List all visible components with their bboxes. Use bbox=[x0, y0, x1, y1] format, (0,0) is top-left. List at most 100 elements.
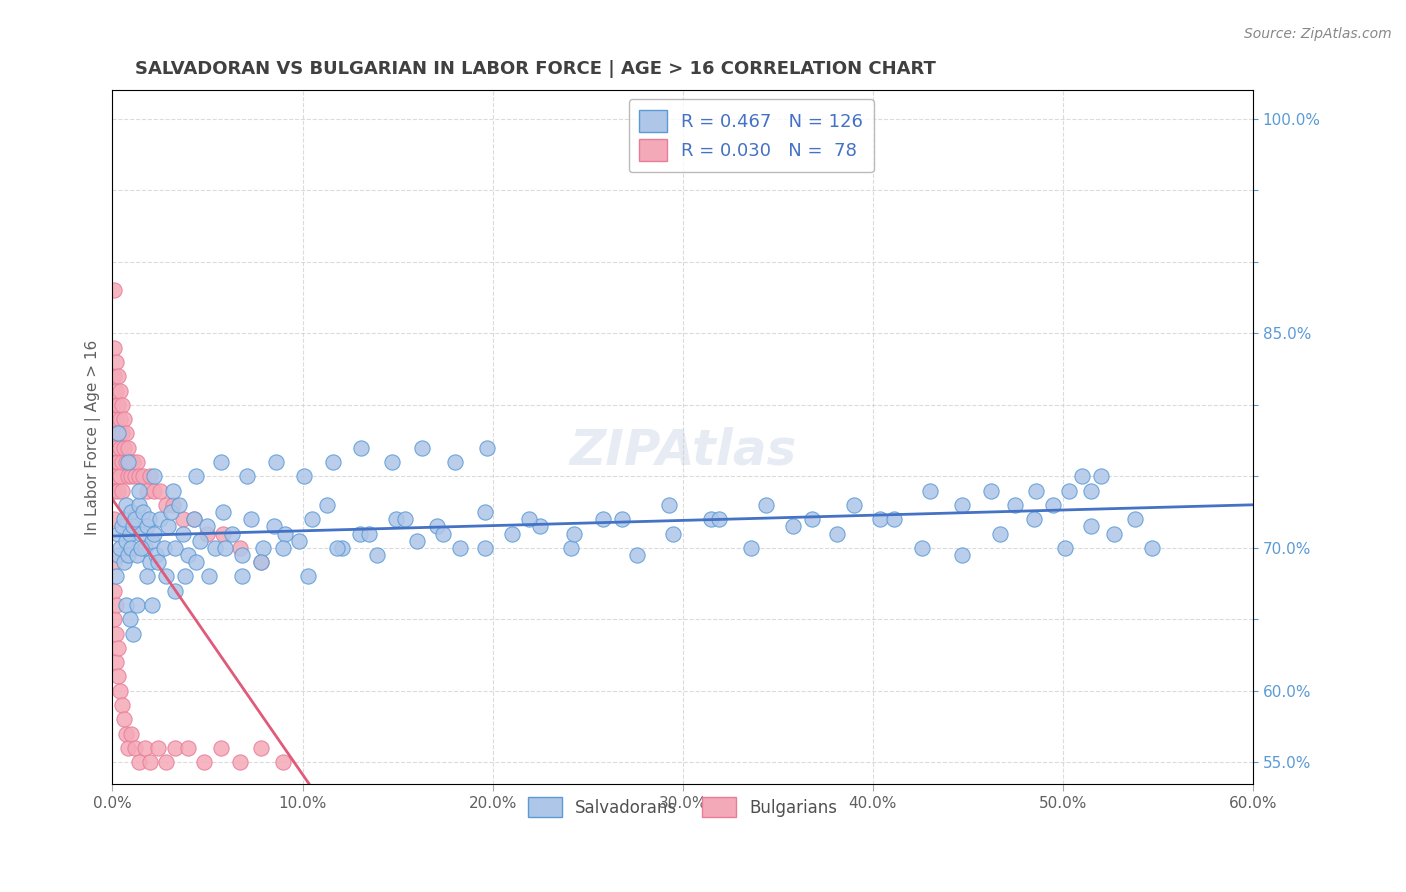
Point bbox=[165, 741, 187, 756]
Point bbox=[108, 412, 131, 426]
Point bbox=[1024, 512, 1046, 526]
Point bbox=[197, 519, 219, 533]
Point bbox=[366, 548, 388, 562]
Point bbox=[332, 541, 354, 555]
Point bbox=[1042, 498, 1064, 512]
Point bbox=[128, 498, 150, 512]
Point bbox=[117, 741, 139, 756]
Point bbox=[105, 655, 128, 669]
Text: Source: ZipAtlas.com: Source: ZipAtlas.com bbox=[1244, 27, 1392, 41]
Point bbox=[108, 441, 131, 455]
Point bbox=[474, 505, 496, 519]
Point bbox=[114, 426, 136, 441]
Point bbox=[155, 756, 177, 770]
Point bbox=[592, 512, 614, 526]
Point bbox=[411, 441, 433, 455]
Point bbox=[103, 455, 125, 469]
Point bbox=[105, 441, 128, 455]
Point bbox=[274, 526, 297, 541]
Point bbox=[105, 384, 128, 398]
Point bbox=[204, 541, 226, 555]
Point bbox=[127, 598, 149, 612]
Point bbox=[155, 569, 177, 583]
Point bbox=[800, 512, 823, 526]
Point bbox=[662, 526, 685, 541]
Point bbox=[883, 512, 905, 526]
Point bbox=[294, 469, 316, 483]
Point bbox=[112, 412, 135, 426]
Point bbox=[197, 526, 219, 541]
Point bbox=[211, 505, 233, 519]
Point bbox=[107, 455, 129, 469]
Point bbox=[529, 519, 551, 533]
Point bbox=[162, 483, 184, 498]
Point bbox=[135, 569, 157, 583]
Point bbox=[1102, 526, 1125, 541]
Point bbox=[117, 441, 139, 455]
Point bbox=[183, 512, 205, 526]
Text: SALVADORAN VS BULGARIAN IN LABOR FORCE | AGE > 16 CORRELATION CHART: SALVADORAN VS BULGARIAN IN LABOR FORCE |… bbox=[135, 60, 936, 78]
Point bbox=[384, 512, 406, 526]
Point bbox=[229, 756, 252, 770]
Point bbox=[122, 519, 145, 533]
Point bbox=[111, 398, 134, 412]
Legend: Salvadorans, Bulgarians: Salvadorans, Bulgarians bbox=[522, 790, 844, 824]
Point bbox=[103, 426, 125, 441]
Point bbox=[103, 369, 125, 384]
Point bbox=[107, 669, 129, 683]
Point bbox=[562, 526, 585, 541]
Point bbox=[103, 512, 125, 526]
Point bbox=[1070, 469, 1092, 483]
Point bbox=[111, 483, 134, 498]
Point bbox=[107, 426, 129, 441]
Point bbox=[950, 548, 973, 562]
Point bbox=[1025, 483, 1047, 498]
Point bbox=[700, 512, 723, 526]
Point bbox=[501, 526, 523, 541]
Point bbox=[155, 498, 177, 512]
Point bbox=[149, 512, 172, 526]
Point bbox=[273, 756, 295, 770]
Point bbox=[114, 533, 136, 548]
Point bbox=[103, 555, 125, 569]
Point bbox=[127, 455, 149, 469]
Point bbox=[825, 526, 848, 541]
Point bbox=[405, 533, 427, 548]
Point bbox=[221, 526, 243, 541]
Point bbox=[231, 548, 253, 562]
Point bbox=[105, 569, 128, 583]
Point bbox=[127, 548, 149, 562]
Point bbox=[128, 483, 150, 498]
Point bbox=[165, 541, 187, 555]
Point bbox=[626, 548, 648, 562]
Point bbox=[103, 483, 125, 498]
Point bbox=[249, 555, 271, 569]
Point bbox=[111, 426, 134, 441]
Point bbox=[349, 526, 371, 541]
Point bbox=[325, 541, 347, 555]
Point bbox=[141, 598, 163, 612]
Point bbox=[869, 512, 891, 526]
Point bbox=[132, 505, 155, 519]
Point bbox=[560, 541, 582, 555]
Point bbox=[209, 741, 232, 756]
Point bbox=[138, 512, 160, 526]
Point bbox=[120, 505, 142, 519]
Point bbox=[114, 498, 136, 512]
Point bbox=[740, 541, 762, 555]
Point bbox=[114, 727, 136, 741]
Point bbox=[156, 519, 179, 533]
Point bbox=[111, 698, 134, 712]
Point bbox=[117, 455, 139, 469]
Point bbox=[135, 519, 157, 533]
Point bbox=[322, 455, 344, 469]
Point bbox=[134, 541, 156, 555]
Point bbox=[135, 483, 157, 498]
Point bbox=[129, 526, 152, 541]
Point bbox=[229, 541, 252, 555]
Point bbox=[357, 526, 380, 541]
Point bbox=[118, 455, 141, 469]
Point bbox=[120, 727, 142, 741]
Point bbox=[124, 512, 146, 526]
Point bbox=[117, 469, 139, 483]
